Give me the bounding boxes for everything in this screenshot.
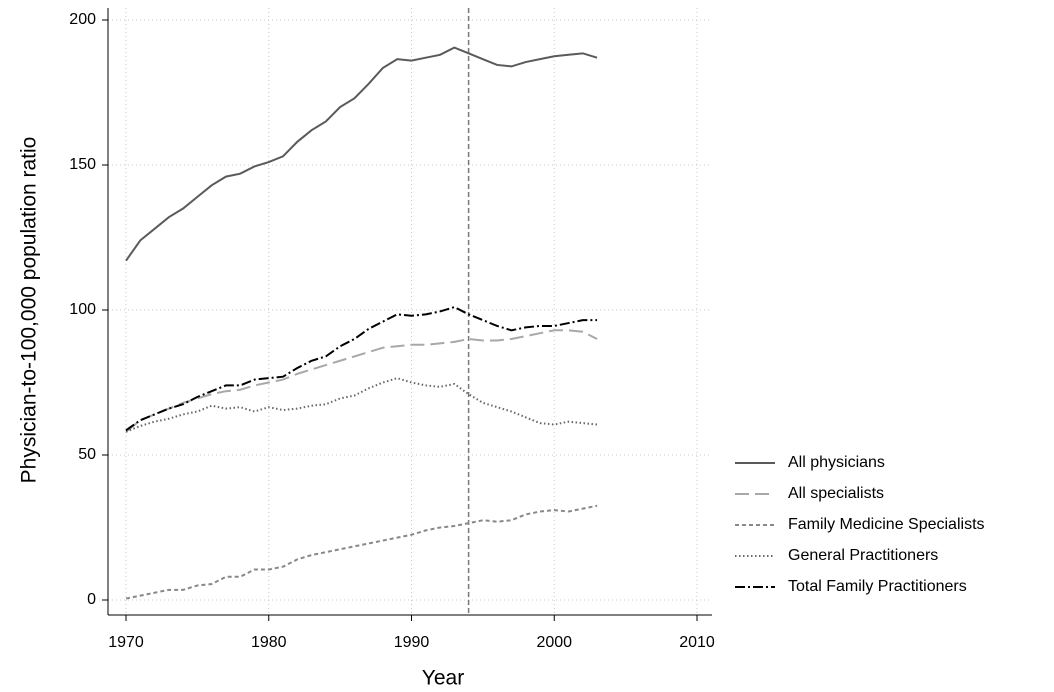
- series-line: [125, 377, 598, 433]
- y-tick-label: 100: [69, 301, 96, 318]
- series-line: [125, 329, 598, 433]
- x-tick-label: 1990: [394, 634, 430, 651]
- legend-label: Family Medicine Specialists: [788, 516, 985, 533]
- legend-label: All specialists: [788, 485, 884, 502]
- legend-label: General Practitioners: [788, 547, 938, 564]
- x-tick-label: 1970: [108, 634, 144, 651]
- y-tick-label: 50: [78, 446, 96, 463]
- series-line: [125, 306, 598, 432]
- series-line: [125, 46, 598, 262]
- y-axis-title: Physician-to-100,000 population ratio: [18, 137, 41, 484]
- series-line: [125, 504, 598, 600]
- legend-label: Total Family Practitioners: [788, 578, 967, 595]
- y-tick-label: 150: [69, 156, 96, 173]
- legend-label: All physicians: [788, 454, 885, 471]
- x-tick-label: 2000: [536, 634, 572, 651]
- x-axis-title: Year: [422, 667, 464, 690]
- y-tick-label: 0: [87, 591, 96, 608]
- x-tick-label: 1980: [251, 634, 287, 651]
- y-tick-label: 200: [69, 11, 96, 28]
- x-tick-label: 2010: [679, 634, 715, 651]
